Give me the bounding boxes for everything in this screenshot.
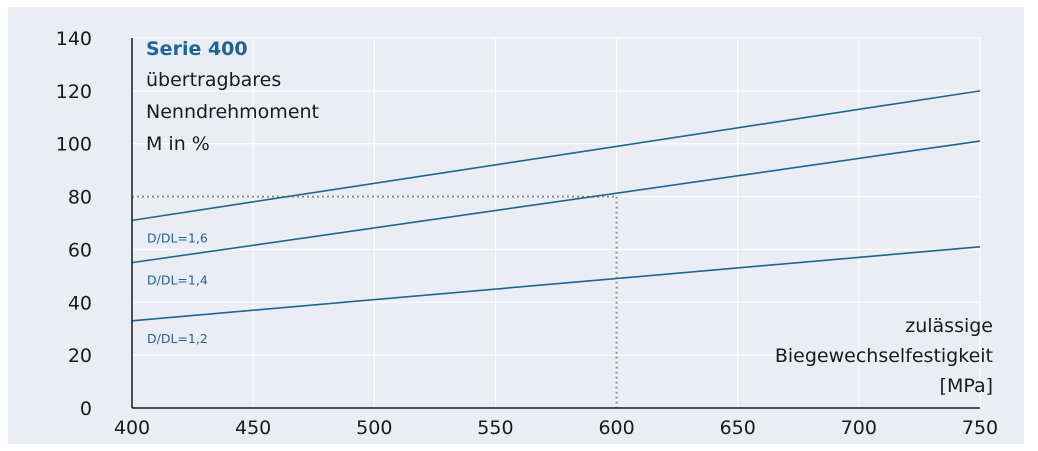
- x-tick-label-700: 700: [841, 417, 877, 439]
- y-axis-label-line-2: Nenndrehmoment: [146, 101, 319, 123]
- y-axis-label-line-1: übertragbares: [146, 69, 281, 91]
- x-tick-label-750: 750: [962, 417, 998, 439]
- series-label-1: D/DL=1,6: [147, 230, 208, 245]
- y-tick-label-140: 140: [56, 28, 92, 50]
- chart-title: Serie 400: [146, 38, 248, 60]
- x-axis-label-line-3: [MPa]: [940, 375, 993, 397]
- x-axis-label-line-2: Biegewechselfestigkeit: [775, 345, 993, 367]
- x-tick-label-400: 400: [114, 417, 150, 439]
- axes: [131, 38, 980, 409]
- y-tick-label-0: 0: [80, 398, 92, 420]
- x-tick-label-550: 550: [477, 417, 513, 439]
- chart-frame: [8, 7, 1024, 444]
- x-tick-label-650: 650: [720, 417, 756, 439]
- y-tick-label-100: 100: [56, 134, 92, 156]
- series-label-2: D/DL=1,4: [147, 273, 208, 288]
- series-line-2: [131, 140, 981, 264]
- x-tick-label-450: 450: [235, 417, 271, 439]
- y-tick-label-60: 60: [68, 239, 92, 261]
- x-axis-label-line-1: zulässige: [905, 315, 993, 337]
- y-tick-label-20: 20: [68, 345, 92, 367]
- y-tick-label-120: 120: [56, 81, 92, 103]
- y-tick-label-40: 40: [68, 292, 92, 314]
- series-line-1: [131, 90, 981, 222]
- y-axis-label-line-3: M in %: [146, 133, 210, 155]
- reference-lines: [132, 195, 618, 408]
- y-tick-labels: 0 20 40 60 80 100 120 140: [56, 28, 92, 420]
- x-tick-labels: 400 450 500 550 600 650 700 750: [114, 417, 998, 439]
- series-line-3: [131, 245, 981, 322]
- series-group: D/DL=1,6 D/DL=1,4 D/DL=1,2: [131, 90, 981, 346]
- y-tick-label-80: 80: [68, 187, 92, 209]
- x-tick-label-500: 500: [356, 417, 392, 439]
- x-tick-label-600: 600: [598, 417, 634, 439]
- series-label-3: D/DL=1,2: [147, 331, 208, 346]
